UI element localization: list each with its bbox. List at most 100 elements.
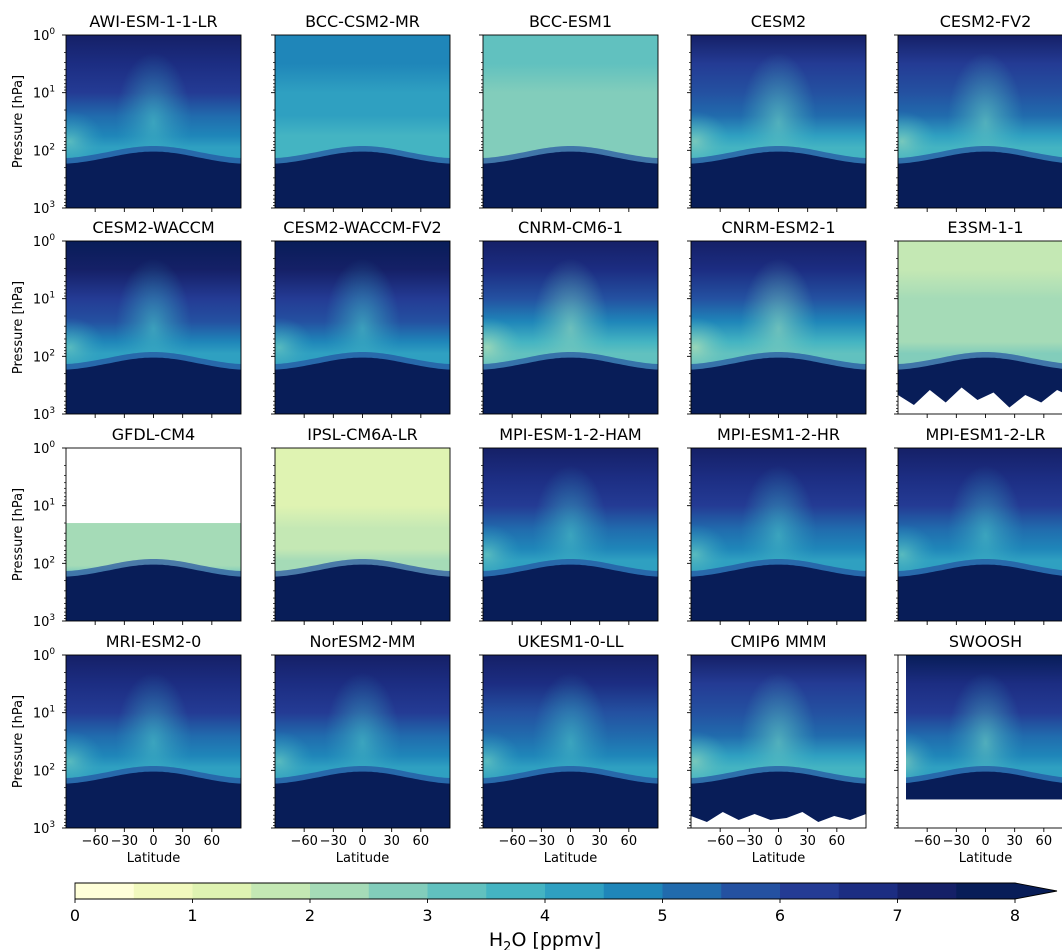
colorbar-tick-label: 7 [892, 906, 902, 925]
colorbar-bin [956, 883, 1016, 899]
colorbar-label: H2O [ppmv] [489, 929, 601, 950]
panel: CNRM-CM6-1 [479, 218, 659, 418]
x-tick-label: 0 [774, 834, 782, 849]
colorbar-extend-arrow [1015, 883, 1057, 899]
y-tick-label: 100 [33, 440, 56, 457]
panel-title: CESM2 [751, 12, 806, 31]
colorbar-tick-label: 8 [1010, 906, 1020, 925]
x-axis-label: Latitude [959, 851, 1013, 866]
panel-title: CESM2-WACCM-FV2 [283, 218, 441, 237]
x-tick-label: −30 [943, 834, 970, 849]
colorbar-bin [310, 883, 370, 899]
panel-title: CMIP6 MMM [730, 632, 826, 651]
x-tick-label: −60 [290, 834, 317, 849]
y-axis-label: Pressure [hPa] [11, 75, 26, 168]
y-tick-exponent: 3 [49, 200, 55, 210]
panel-title: CNRM-ESM2-1 [721, 218, 835, 237]
y-tick-exponent: 1 [49, 498, 55, 508]
panel-title: AWI-ESM-1-1-LR [89, 12, 217, 31]
x-tick-label: 30 [174, 834, 191, 849]
x-tick-label: 0 [566, 834, 574, 849]
x-tick-label: 0 [981, 834, 989, 849]
y-tick-exponent: 1 [49, 291, 55, 301]
colorbar-tick-label: 0 [70, 906, 80, 925]
panel-title: MRI-ESM2-0 [106, 632, 202, 651]
troposphere-mask [483, 771, 658, 828]
y-tick-exponent: 1 [49, 705, 55, 715]
y-tick-label: 103 [33, 406, 55, 423]
x-tick-label: 0 [358, 834, 366, 849]
y-axis-label: Pressure [hPa] [11, 695, 26, 788]
panel: CESM2-FV2 [894, 12, 1062, 212]
panel-title: CNRM-CM6-1 [518, 218, 623, 237]
colorbar-bin [251, 883, 311, 899]
y-tick-exponent: 3 [49, 613, 55, 623]
x-tick-label: 30 [591, 834, 608, 849]
colorbar-bin [721, 883, 781, 899]
colorbar-bin [368, 883, 428, 899]
x-axis-label: Latitude [544, 851, 598, 866]
colorbar-bin [662, 883, 722, 899]
y-tick-label: 100 [33, 27, 56, 44]
panel: CESM2 [687, 12, 867, 212]
panel-title: E3SM-1-1 [947, 218, 1023, 237]
troposphere-mask [898, 151, 1062, 208]
y-tick-exponent: 0 [49, 233, 55, 243]
missing-data [691, 812, 866, 828]
y-tick-label: 102 [33, 762, 55, 779]
troposphere-mask [275, 771, 450, 828]
y-tick-label: 102 [33, 555, 55, 572]
missing-data [898, 387, 1062, 414]
x-tick-label: 60 [621, 834, 638, 849]
x-tick-label: 30 [1006, 834, 1023, 849]
panel: MPI-ESM-1-2-HAM [479, 425, 659, 625]
colorbar-bin [897, 883, 957, 899]
y-tick-label: 101 [33, 85, 55, 102]
troposphere-mask [275, 357, 450, 414]
y-tick-label: 100 [33, 233, 56, 250]
y-tick-label: 102 [33, 142, 55, 159]
troposphere-mask [275, 151, 450, 208]
y-tick-exponent: 2 [49, 142, 55, 152]
panel: MPI-ESM1-2-LR [894, 425, 1062, 625]
x-tick-label: 30 [799, 834, 816, 849]
panel: BCC-CSM2-MR [271, 12, 451, 212]
panel: NorESM2-MM −60 −30 0 30 60 Latitude [271, 632, 451, 866]
colorbar-bin [486, 883, 546, 899]
panel-title: CESM2-FV2 [940, 12, 1032, 31]
colorbar-bin [133, 883, 193, 899]
panel: CMIP6 MMM −60 −30 0 30 60 Latitude [687, 632, 867, 866]
panel: SWOOSH −60 −30 0 30 60 Latitude [894, 632, 1062, 866]
panel-title: BCC-CSM2-MR [305, 12, 420, 31]
troposphere-mask [691, 151, 866, 208]
colorbar-bin [192, 883, 252, 899]
x-axis-label: Latitude [752, 851, 806, 866]
y-axis-label: Pressure [hPa] [11, 281, 26, 374]
panel-title: GFDL-CM4 [112, 425, 195, 444]
colorbar-tick-label: 3 [422, 906, 432, 925]
y-tick-exponent: 0 [49, 647, 55, 657]
x-tick-label: 60 [413, 834, 430, 849]
colorbar-bin [427, 883, 487, 899]
panel-title: UKESM1-0-LL [517, 632, 623, 651]
panel-title: NorESM2-MM [310, 632, 416, 651]
y-tick-exponent: 2 [49, 348, 55, 358]
troposphere-mask [66, 564, 241, 621]
panel: IPSL-CM6A-LR [271, 425, 451, 625]
x-tick-label: 0 [149, 834, 157, 849]
panel-title: MPI-ESM-1-2-HAM [499, 425, 641, 444]
troposphere-mask [66, 151, 241, 208]
x-tick-label: −60 [81, 834, 108, 849]
colorbar-tick-label: 4 [540, 906, 550, 925]
colorbar-bin [838, 883, 898, 899]
colorbar-bin [75, 883, 135, 899]
x-tick-label: 60 [829, 834, 846, 849]
y-tick-exponent: 1 [49, 85, 55, 95]
troposphere-mask [483, 151, 658, 208]
